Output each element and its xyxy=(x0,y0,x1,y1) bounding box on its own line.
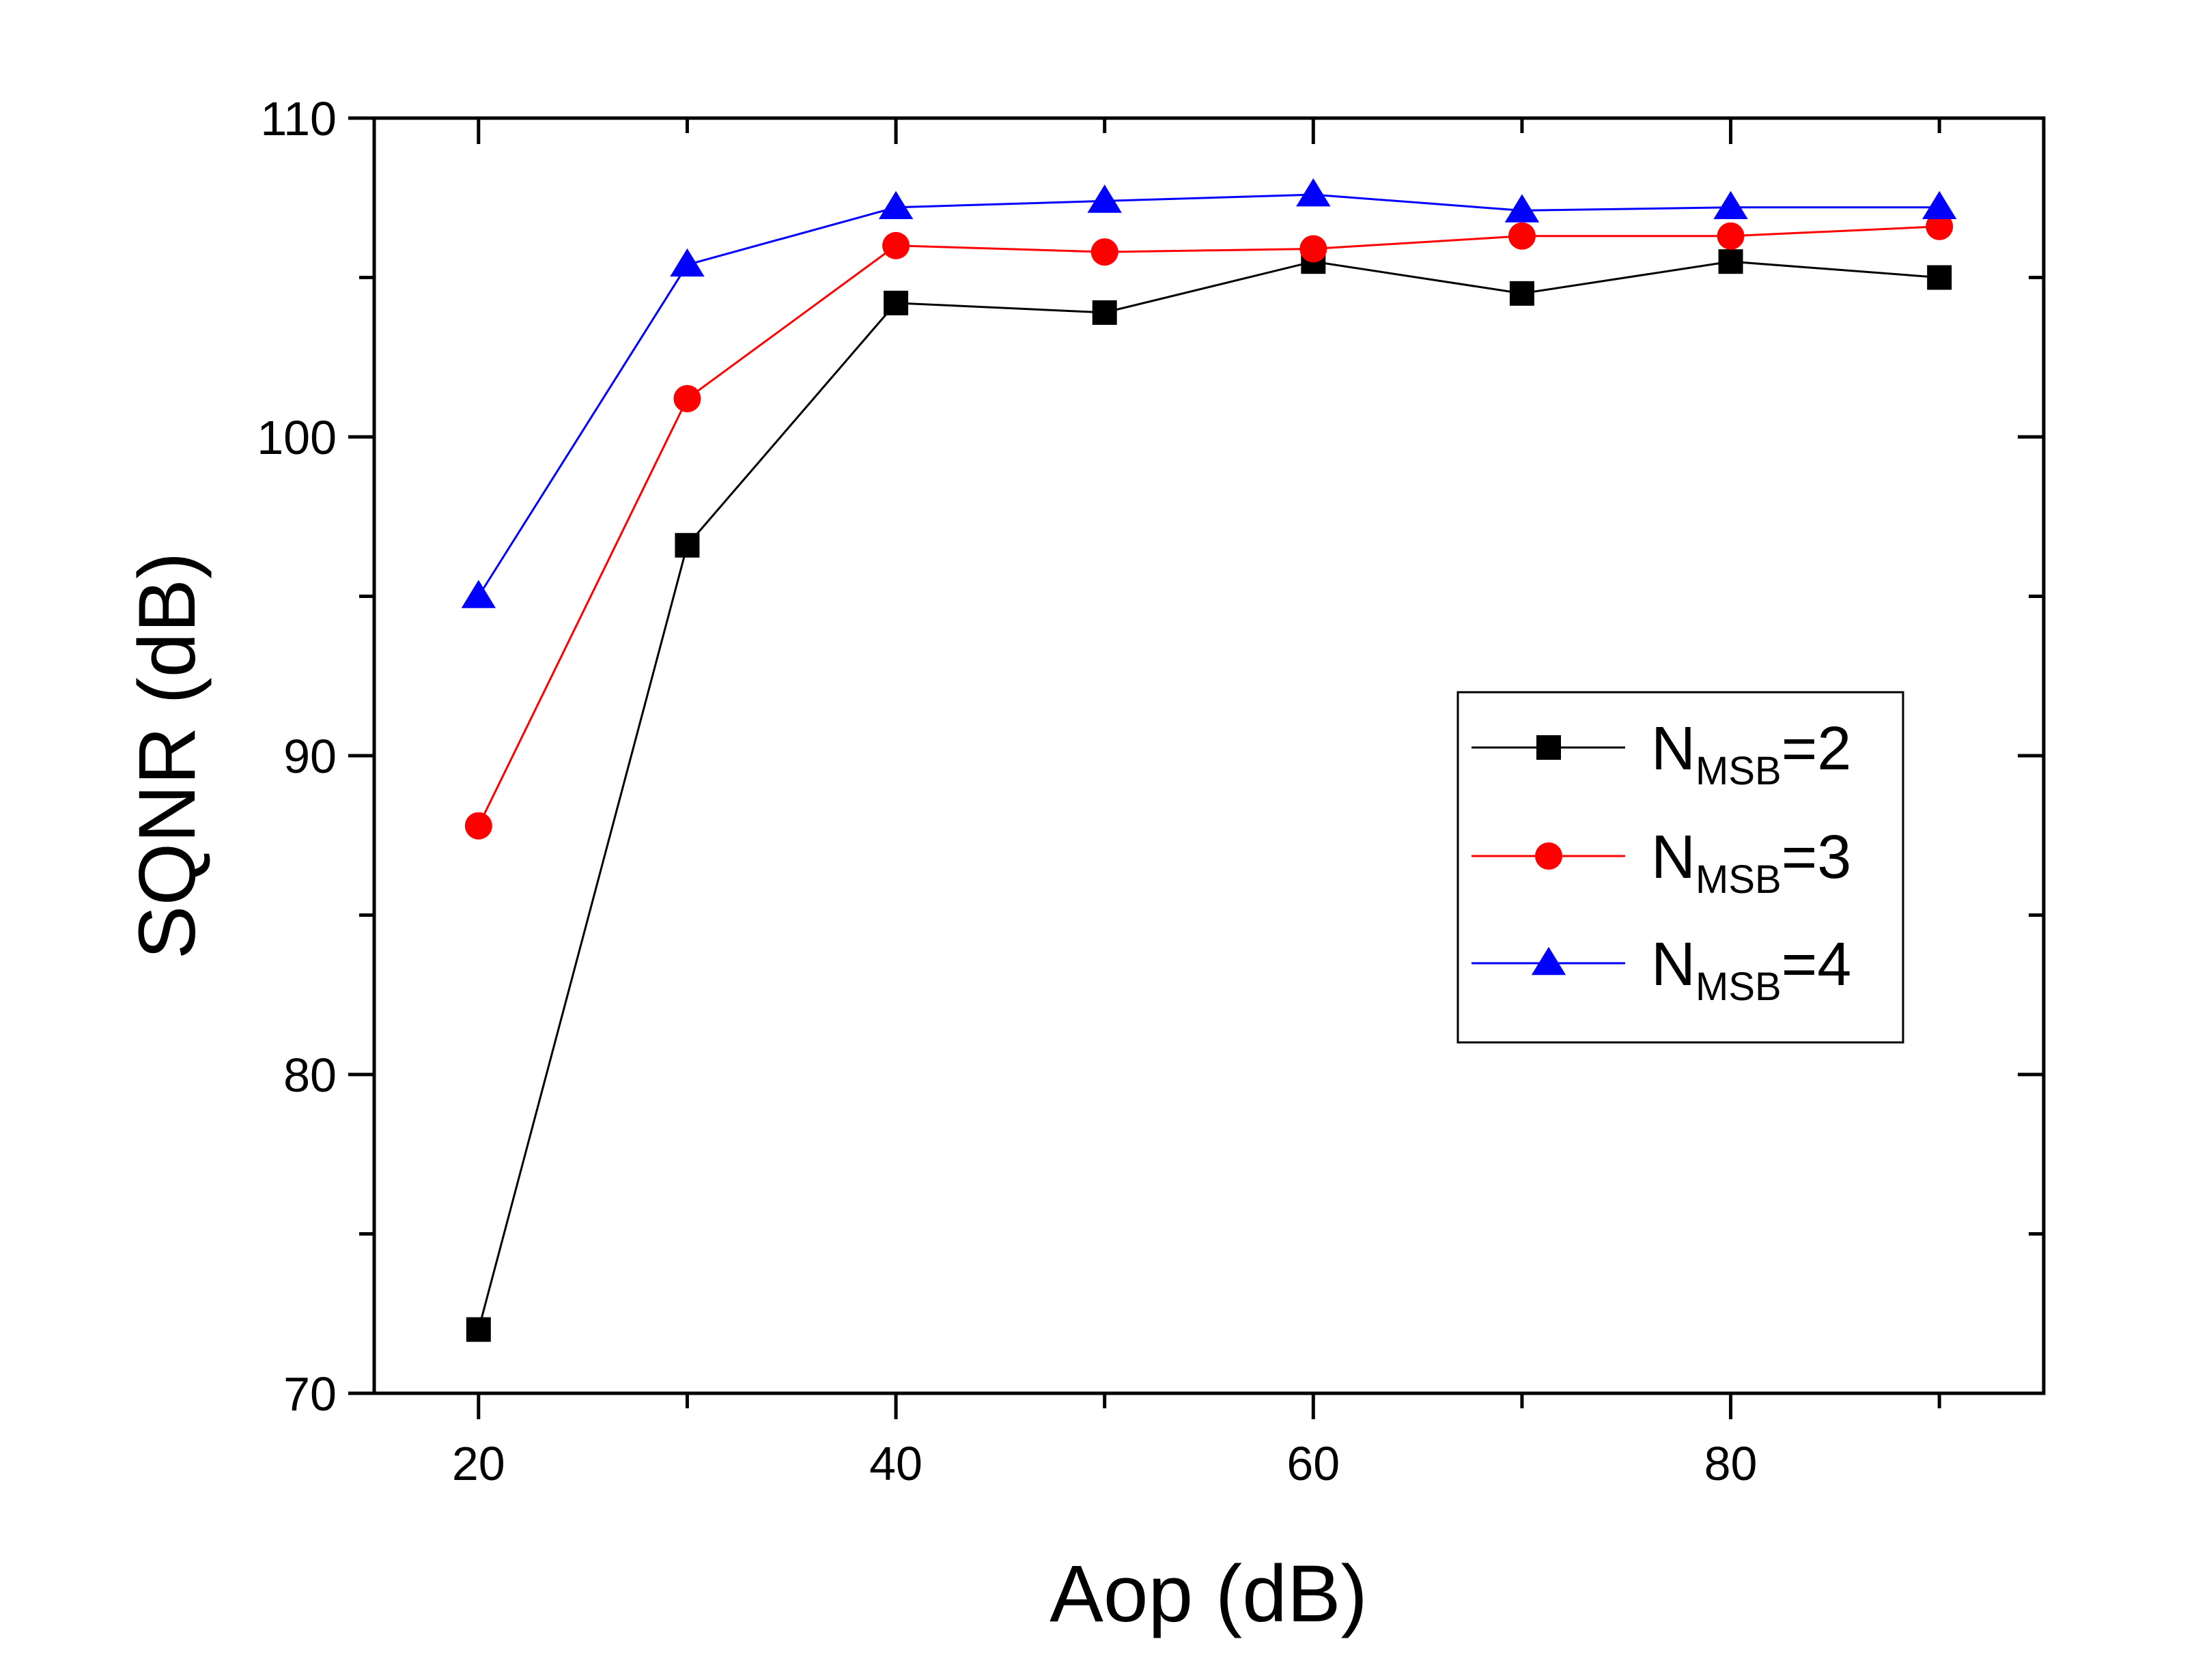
data-series xyxy=(461,178,1957,1342)
data-point xyxy=(884,290,909,315)
data-point xyxy=(1717,222,1745,250)
data-point xyxy=(670,248,705,277)
legend-box xyxy=(1456,691,1904,1044)
y-tick-label: 80 xyxy=(283,1049,337,1102)
data-point xyxy=(882,231,910,259)
x-tick-label: 60 xyxy=(1286,1437,1340,1490)
data-point xyxy=(1718,249,1743,274)
y-tick-label: 100 xyxy=(257,411,337,464)
series-nmsb-3 xyxy=(464,212,1954,840)
data-point xyxy=(1087,184,1122,213)
x-axis-label: Aop (dB) xyxy=(1050,1549,1368,1639)
data-point xyxy=(1713,190,1748,220)
x-tick-label: 80 xyxy=(1704,1437,1758,1490)
data-point xyxy=(1508,222,1536,250)
data-point xyxy=(1092,300,1117,325)
series-line xyxy=(477,225,1940,827)
data-point xyxy=(466,1317,491,1342)
data-point xyxy=(1299,235,1327,263)
series-line xyxy=(477,193,1940,597)
data-point xyxy=(1296,178,1331,207)
data-point xyxy=(1927,265,1952,290)
axis-ticks xyxy=(348,116,2044,1419)
legend-items: NMSB=2 NMSB=3 NMSB=4 xyxy=(1472,715,1851,1009)
data-point xyxy=(464,812,492,840)
data-point xyxy=(675,532,700,558)
legend-label: NMSB=2 xyxy=(1651,715,1851,793)
axis-tick-labels: 20 40 60 80 70 80 90 100 110 xyxy=(257,92,1757,1490)
legend-label: NMSB=4 xyxy=(1651,930,1851,1009)
data-point xyxy=(1090,238,1118,266)
data-point xyxy=(1926,212,1954,240)
data-point xyxy=(673,384,701,412)
legend-marker xyxy=(1535,842,1562,870)
x-tick-label: 20 xyxy=(452,1437,505,1490)
y-tick-label: 110 xyxy=(260,92,337,145)
series-nmsb-4 xyxy=(461,178,1957,608)
data-point xyxy=(461,580,496,608)
y-axis-label: SQNR (dB) xyxy=(122,552,212,960)
data-point xyxy=(1509,281,1534,306)
x-tick-label: 40 xyxy=(869,1437,923,1490)
legend-item: NMSB=4 xyxy=(1472,930,1851,1009)
data-point xyxy=(1504,194,1540,223)
legend-marker xyxy=(1531,947,1566,976)
legend: NMSB=2 NMSB=3 NMSB=4 xyxy=(1456,691,1904,1044)
legend-item: NMSB=2 xyxy=(1472,715,1851,793)
legend-label: NMSB=3 xyxy=(1651,823,1851,902)
data-point xyxy=(878,190,914,220)
legend-item: NMSB=3 xyxy=(1472,823,1851,902)
y-tick-label: 70 xyxy=(283,1367,337,1421)
legend-marker xyxy=(1536,735,1561,760)
data-point xyxy=(1922,190,1957,220)
series-line xyxy=(477,260,1940,1330)
y-tick-label: 90 xyxy=(283,730,337,783)
